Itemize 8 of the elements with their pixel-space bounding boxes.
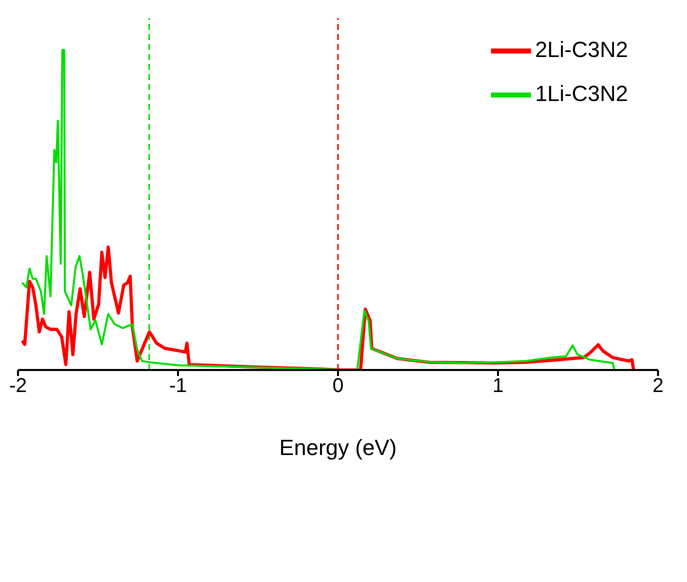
x-tick-label: -2 xyxy=(9,375,27,398)
x-tick-label: 2 xyxy=(652,375,664,398)
x-tick-label: -1 xyxy=(169,375,187,398)
legend-label: 1Li-C3N2 xyxy=(535,81,628,106)
x-axis-title: Energy (eV) xyxy=(279,435,397,460)
x-tick-label: 0 xyxy=(332,375,344,398)
x-tick-label: 1 xyxy=(492,375,504,398)
legend-label: 2Li-C3N2 xyxy=(535,37,628,62)
